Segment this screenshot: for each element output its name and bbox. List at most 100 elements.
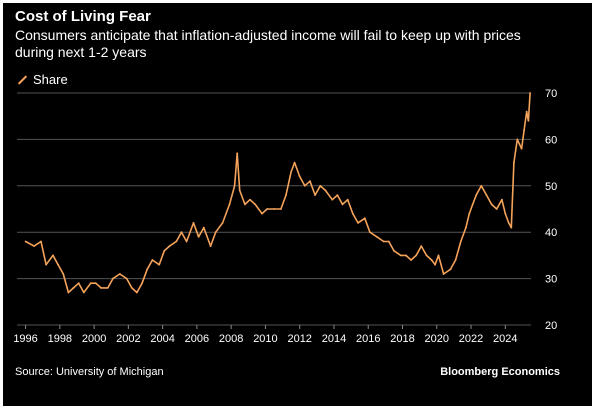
data-point xyxy=(507,222,510,224)
chart-title: Cost of Living Fear xyxy=(15,8,151,25)
data-point xyxy=(471,203,474,206)
data-point xyxy=(158,263,161,266)
x-tick-label: 2022 xyxy=(459,333,483,345)
data-point xyxy=(62,273,65,275)
data-point xyxy=(192,222,195,224)
data-point xyxy=(527,119,530,122)
data-point xyxy=(244,203,246,206)
data-point xyxy=(40,240,42,243)
y-tick-label: 50 xyxy=(545,181,557,193)
data-point xyxy=(52,254,54,257)
data-point xyxy=(24,240,27,243)
data-point xyxy=(314,194,316,197)
data-point xyxy=(520,147,523,150)
data-point xyxy=(465,226,467,229)
data-point xyxy=(94,282,97,285)
data-point xyxy=(168,245,171,248)
chart-subtitle: Consumers anticipate that inflation-adju… xyxy=(15,27,521,60)
data-point xyxy=(100,287,102,289)
data-point xyxy=(523,129,525,131)
x-axis-ticks: 1996 1998 2000 2002 2004 2006 2008 2010 2012 2014… xyxy=(13,325,518,345)
x-tick-label: 2020 xyxy=(425,333,449,345)
data-point xyxy=(238,189,241,192)
data-point xyxy=(420,245,423,248)
data-point xyxy=(525,110,528,113)
x-tick-label: 2006 xyxy=(185,333,209,345)
data-point xyxy=(290,171,292,173)
data-point xyxy=(490,203,493,206)
data-point xyxy=(45,263,47,266)
y-tick-label: 70 xyxy=(545,88,557,100)
data-point xyxy=(459,240,462,243)
data-point xyxy=(185,240,188,243)
data-point xyxy=(437,254,440,257)
x-tick-label: 2024 xyxy=(493,333,517,345)
data-point xyxy=(405,254,407,257)
data-point xyxy=(175,240,178,243)
x-tick-label: 2000 xyxy=(82,333,106,345)
data-point xyxy=(434,263,436,266)
x-tick-label: 2012 xyxy=(287,333,311,345)
data-point xyxy=(136,291,138,294)
data-point xyxy=(346,198,349,201)
data-point xyxy=(415,254,418,257)
y-tick-label: 60 xyxy=(545,134,557,146)
data-point xyxy=(495,208,498,210)
data-point xyxy=(309,180,311,183)
data-point xyxy=(146,268,149,271)
data-point xyxy=(254,203,257,206)
data-point xyxy=(180,231,183,234)
gridlines xyxy=(17,92,531,326)
data-point xyxy=(236,152,239,155)
series-line-share xyxy=(25,92,531,294)
x-tick-label: 2018 xyxy=(390,333,414,345)
data-point xyxy=(529,92,531,94)
data-point xyxy=(233,184,236,187)
data-point xyxy=(341,203,344,206)
data-point xyxy=(163,249,166,252)
data-point xyxy=(77,282,80,285)
x-tick-label: 1998 xyxy=(48,333,72,345)
data-point xyxy=(387,240,390,243)
data-point xyxy=(399,254,402,257)
data-point xyxy=(228,203,231,206)
x-tick-label: 2010 xyxy=(253,333,277,345)
y-tick-label: 40 xyxy=(545,227,557,239)
data-point xyxy=(303,184,306,187)
data-point xyxy=(363,217,366,220)
data-point xyxy=(475,194,478,197)
data-point xyxy=(501,198,503,201)
data-point xyxy=(89,282,92,285)
data-point xyxy=(202,226,205,229)
x-tick-label: 1996 xyxy=(13,333,37,345)
series-group xyxy=(24,92,531,294)
data-point xyxy=(382,240,385,243)
x-tick-label: 2016 xyxy=(356,333,380,345)
data-point xyxy=(369,231,371,234)
data-point xyxy=(454,259,457,261)
data-point xyxy=(72,287,75,289)
data-point xyxy=(319,184,322,187)
data-point xyxy=(266,208,268,210)
data-point xyxy=(442,273,445,275)
y-axis-ticks: 20 30 40 50 60 70 xyxy=(545,88,557,332)
data-point xyxy=(425,254,428,257)
data-point xyxy=(249,198,251,201)
data-point xyxy=(468,212,471,215)
data-point xyxy=(324,189,327,192)
data-point xyxy=(480,184,483,187)
data-point xyxy=(393,249,395,252)
data-point xyxy=(375,235,378,238)
data-point xyxy=(357,222,359,224)
data-point xyxy=(197,235,200,238)
x-tick-label: 2004 xyxy=(150,333,174,345)
source-note: Source: University of Michigan xyxy=(15,366,164,378)
data-point xyxy=(430,259,433,261)
data-point xyxy=(57,263,59,266)
data-point xyxy=(504,212,507,215)
data-point xyxy=(221,222,224,224)
x-tick-label: 2008 xyxy=(219,333,243,345)
data-point xyxy=(298,175,301,178)
data-point xyxy=(106,287,109,289)
data-point xyxy=(151,259,154,261)
